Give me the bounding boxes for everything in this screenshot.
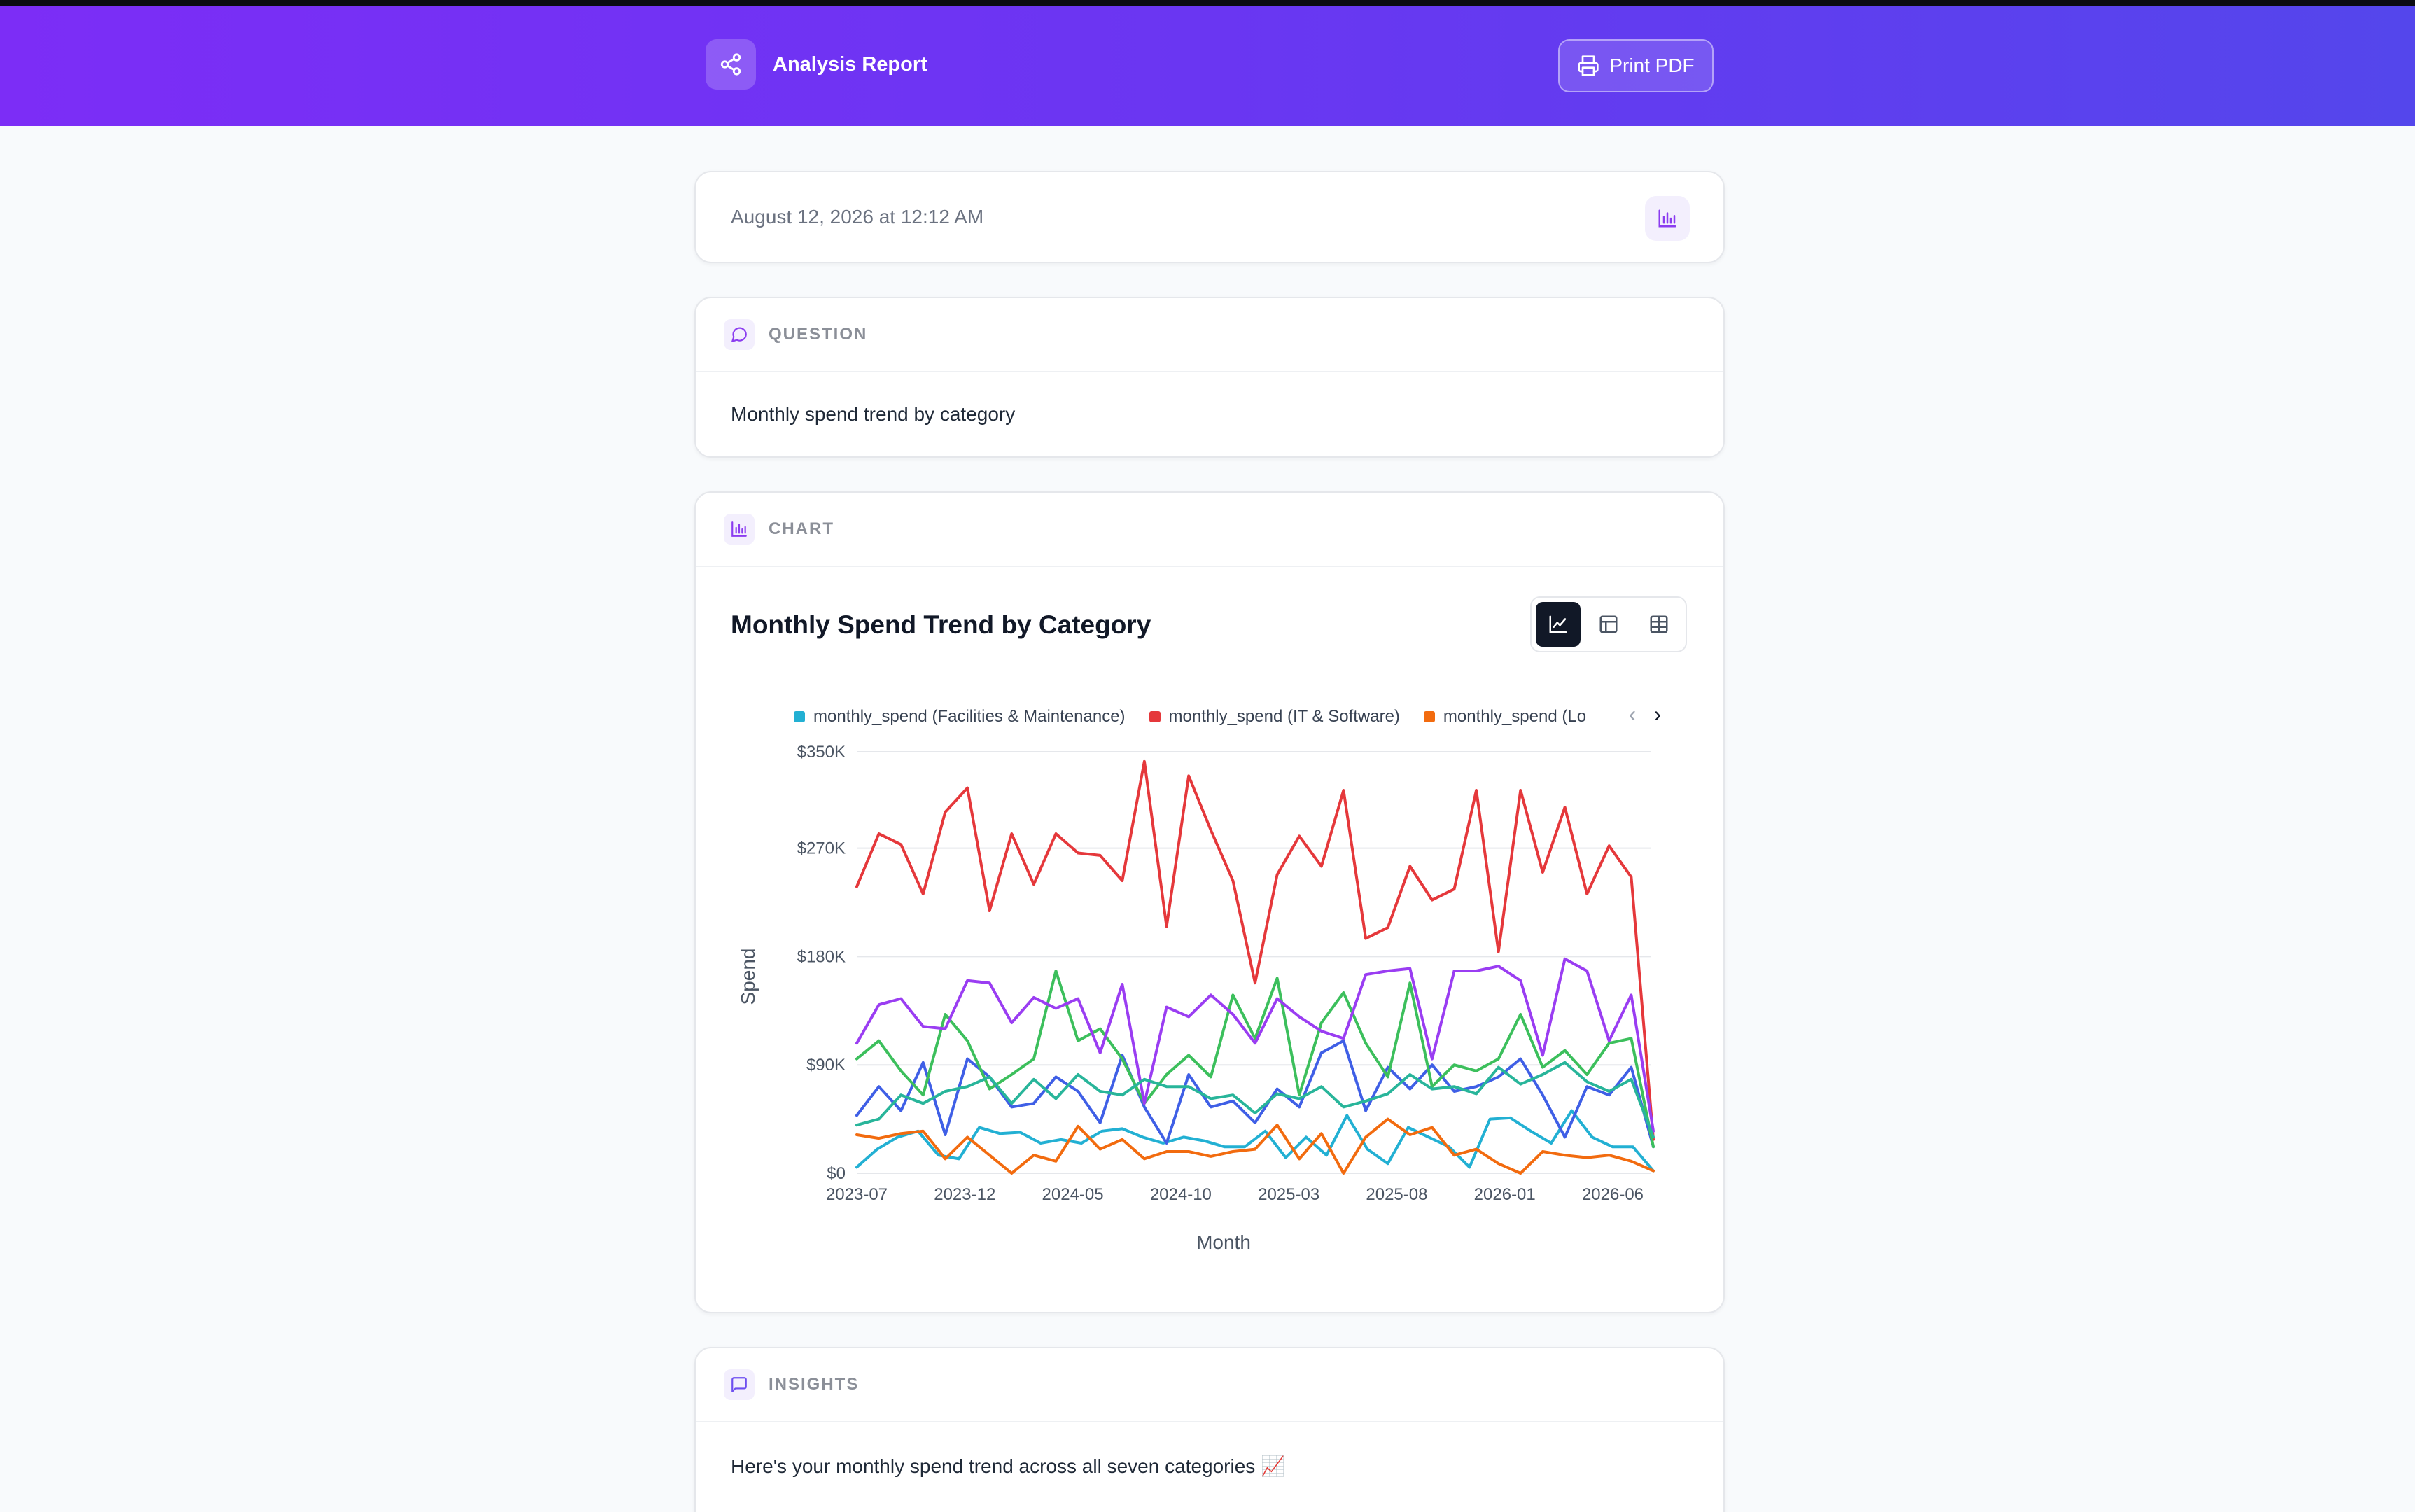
insights-text: Here's your monthly spend trend across a… xyxy=(731,1455,1285,1477)
print-pdf-label: Print PDF xyxy=(1609,55,1695,76)
line-chart: $0 $90K $180K $270K $350K 2023-07 2023-12 2024-… xyxy=(737,743,1655,1253)
x-tick-label: 2023-12 xyxy=(934,1185,995,1204)
y-tick-label: $0 xyxy=(827,1164,846,1183)
legend-swatch xyxy=(794,711,805,722)
report-title: Analysis Report xyxy=(773,52,927,76)
question-badge xyxy=(724,319,755,350)
x-axis-title: Month xyxy=(1196,1231,1251,1253)
insights-card: INSIGHTS Here's your monthly spend trend… xyxy=(694,1347,1725,1512)
legend-prev-button[interactable]: ‹ xyxy=(1628,701,1637,727)
x-tick-label: 2024-05 xyxy=(1042,1185,1104,1204)
series-line xyxy=(855,760,1655,1141)
series-line xyxy=(855,1117,1655,1175)
insights-badge xyxy=(724,1369,755,1400)
y-axis-title: Spend xyxy=(737,948,759,1005)
x-tick-label: 2025-03 xyxy=(1258,1185,1320,1204)
top-edge-line xyxy=(0,0,2415,6)
line-chart-view-button[interactable] xyxy=(1536,602,1581,647)
legend-label: monthly_spend (Lo xyxy=(1443,707,1587,726)
line-chart-icon xyxy=(1549,615,1567,634)
share-icon xyxy=(720,53,741,76)
chart-label: CHART xyxy=(769,519,834,538)
chart-section-badge xyxy=(724,514,755,545)
message-circle-icon xyxy=(732,327,747,342)
bar-chart-icon xyxy=(732,522,747,537)
chart-title: Monthly Spend Trend by Category xyxy=(731,610,1152,639)
print-pdf-button[interactable]: Print PDF xyxy=(1558,39,1714,92)
series-line xyxy=(855,969,1655,1149)
chart-header: CHART xyxy=(696,493,1723,567)
legend-swatch xyxy=(1149,711,1161,722)
x-tick-label: 2024-10 xyxy=(1150,1185,1212,1204)
x-tick-label: 2026-06 xyxy=(1582,1185,1644,1204)
view-toggle xyxy=(1530,596,1687,652)
chart-legend: monthly_spend (Facilities & Maintenance)… xyxy=(794,703,1620,731)
question-card: QUESTION Monthly spend trend by category xyxy=(694,297,1725,458)
table-icon xyxy=(1650,615,1668,634)
x-tick-label: 2025-08 xyxy=(1366,1185,1427,1204)
legend-next-button[interactable]: › xyxy=(1653,701,1662,727)
pivot-view-button[interactable] xyxy=(1586,602,1631,647)
legend-label: monthly_spend (IT & Software) xyxy=(1168,707,1400,726)
x-tick-label: 2023-07 xyxy=(826,1185,888,1204)
legend-item[interactable]: monthly_spend (Facilities & Maintenance) xyxy=(794,707,1126,727)
question-text: Monthly spend trend by category xyxy=(731,403,1016,425)
legend-item[interactable]: monthly_spend (IT & Software) xyxy=(1149,707,1400,727)
legend-pager: ‹ › xyxy=(1624,701,1666,727)
report-meta-card: August 12, 2026 at 12:12 AM xyxy=(694,171,1725,263)
x-tick-label: 2026-01 xyxy=(1474,1185,1536,1204)
legend-label: monthly_spend (Facilities & Maintenance) xyxy=(813,707,1126,726)
table-view-button[interactable] xyxy=(1637,602,1681,647)
insights-header: INSIGHTS xyxy=(696,1348,1723,1422)
share-button[interactable] xyxy=(706,39,756,90)
question-header: QUESTION xyxy=(696,298,1723,372)
message-square-icon xyxy=(732,1377,747,1392)
chart-card: CHART Monthly Spend Trend by Category mo… xyxy=(694,491,1725,1313)
series-line xyxy=(855,1060,1655,1139)
insights-label: INSIGHTS xyxy=(769,1375,860,1394)
question-label: QUESTION xyxy=(769,325,868,344)
printer-icon xyxy=(1578,55,1599,76)
app-header: Analysis Report Print PDF xyxy=(0,6,2415,126)
chart-badge xyxy=(1645,196,1690,241)
brand: Analysis Report xyxy=(706,39,927,90)
legend-item[interactable]: monthly_spend (Lo xyxy=(1423,707,1587,727)
y-tick-label: $350K xyxy=(797,743,846,762)
series-line xyxy=(855,1109,1655,1172)
pivot-table-icon xyxy=(1600,615,1618,634)
legend-swatch xyxy=(1423,711,1435,722)
y-tick-label: $90K xyxy=(806,1056,846,1074)
series-line xyxy=(855,957,1655,1133)
bar-chart-icon xyxy=(1658,209,1676,227)
y-tick-label: $270K xyxy=(797,839,846,858)
report-timestamp: August 12, 2026 at 12:12 AM xyxy=(731,206,984,227)
y-tick-label: $180K xyxy=(797,947,846,966)
